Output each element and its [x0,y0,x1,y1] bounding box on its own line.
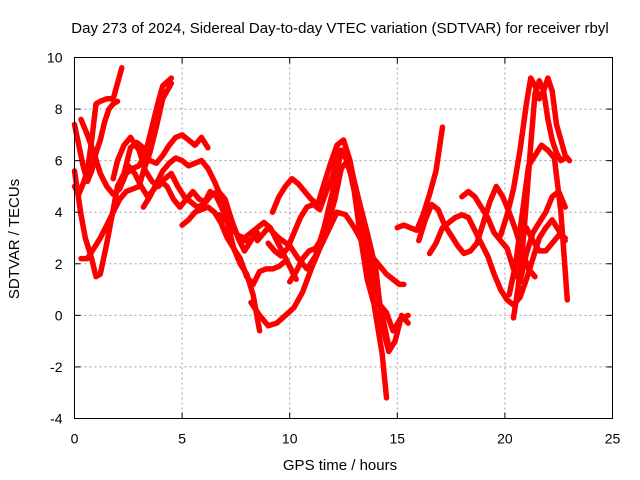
series-arc-22 [510,77,568,321]
y-tick-label: 8 [55,101,63,117]
series-line [394,124,446,234]
series-line [510,77,568,321]
series-marker-trace [250,210,404,327]
series-arc-14 [254,147,411,355]
series-marker-trace [218,214,298,280]
series-marker-trace [417,184,536,278]
x-tick-label: 15 [390,431,406,447]
series-marker-trace [73,170,119,279]
series-arc-4 [78,80,175,262]
y-tick-label: 2 [55,256,63,272]
series-line [286,157,411,334]
plot-frame [74,57,613,419]
y-tick-label: 10 [47,50,63,66]
series-line [114,132,211,190]
series-line [71,65,125,197]
series-marker-trace [267,148,390,347]
series-marker-trace [73,100,119,185]
series-line [497,75,573,239]
series-arc-15 [269,137,390,401]
series-arc-17 [394,124,446,234]
y-tick-label: -2 [50,359,63,375]
series-arc-19 [426,212,568,308]
x-tick-label: 20 [497,431,513,447]
y-tick-label: 6 [55,153,63,169]
y-tick-label: 4 [55,204,63,220]
series-marker-trace [428,213,567,307]
x-axis-label: GPS time / hours [283,457,397,474]
x-tick-label: 10 [282,431,298,447]
series-marker-trace [271,138,388,398]
series-arc-10 [179,204,289,288]
series-marker-trace [181,205,287,287]
series-line [506,142,571,303]
series-arc-7 [114,132,211,190]
x-tick-label: 25 [605,431,621,447]
series-arc-18 [416,183,538,280]
series-arc-12 [248,209,407,329]
series-marker-trace [256,147,409,355]
axis-ticks: 0 5 10 15 20 25 -4 -2 0 2 4 6 8 10 [47,50,621,447]
grid-lines [74,57,613,419]
x-tick-label: 0 [71,431,79,447]
series-arc-24 [523,224,568,254]
data-series [71,65,573,401]
series-marker-trace [288,158,409,334]
chart-title: Day 273 of 2024, Sidereal Day-to-day VTE… [71,20,608,37]
series-arc-1 [71,65,125,197]
x-tick-label: 5 [178,431,186,447]
y-axis-label: SDTVAR / TECUs [6,179,23,299]
series-marker-trace [81,82,173,260]
series-marker-trace [525,227,566,252]
series-line [426,212,568,308]
series-arc-21 [497,74,573,239]
y-tick-label: 0 [55,307,63,323]
series-arc-23 [506,142,571,303]
y-tick-label: -4 [50,411,63,427]
series-arc-16 [286,157,411,334]
